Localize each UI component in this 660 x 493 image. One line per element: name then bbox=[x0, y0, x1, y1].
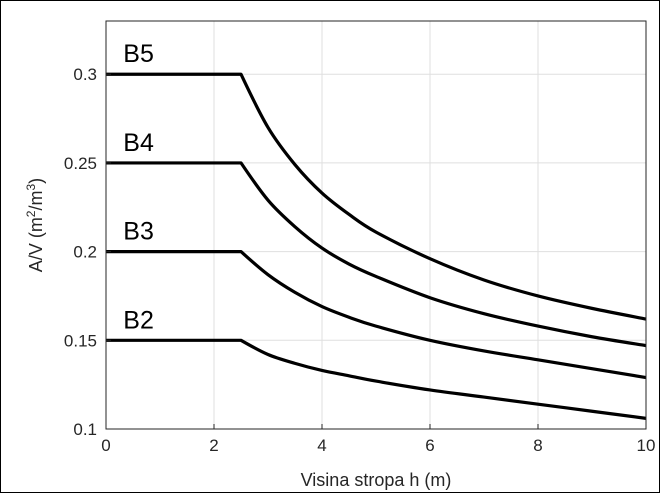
x-tick-label: 4 bbox=[317, 436, 326, 455]
y-axis-ticks: 0.1 0.15 0.2 0.25 0.3 bbox=[64, 65, 111, 439]
x-tick-label: 0 bbox=[101, 436, 110, 455]
x-tick-label: 8 bbox=[533, 436, 542, 455]
plot-area bbox=[106, 21, 646, 429]
y-tick-label: 0.15 bbox=[64, 331, 97, 350]
y-tick-label: 0.1 bbox=[73, 420, 97, 439]
series-label-b3: B3 bbox=[123, 218, 154, 246]
x-axis-label: Visina stropa h (m) bbox=[301, 470, 452, 490]
series-labels: B5 B4 B3 B2 bbox=[123, 40, 154, 334]
series-line-b3 bbox=[106, 250, 647, 380]
plot-border bbox=[105, 20, 647, 430]
x-tick-label: 2 bbox=[209, 436, 218, 455]
y-tick-label: 0.25 bbox=[64, 154, 97, 173]
y-axis-label: A/V (m2/m3) bbox=[24, 178, 46, 272]
x-tick-label: 10 bbox=[637, 436, 656, 455]
series-lines bbox=[106, 72, 647, 420]
series-label-b2: B2 bbox=[123, 306, 154, 334]
series-label-b4: B4 bbox=[123, 129, 154, 157]
series-line-b5 bbox=[106, 72, 647, 321]
y-tick-label: 0.3 bbox=[73, 65, 97, 84]
x-tick-label: 6 bbox=[425, 436, 434, 455]
y-tick-label: 0.2 bbox=[73, 243, 97, 262]
series-line-b4 bbox=[106, 161, 647, 348]
x-axis-ticks: 0 2 4 6 8 10 bbox=[101, 424, 655, 455]
series-label-b5: B5 bbox=[123, 40, 154, 68]
series-line-b2 bbox=[106, 338, 647, 420]
